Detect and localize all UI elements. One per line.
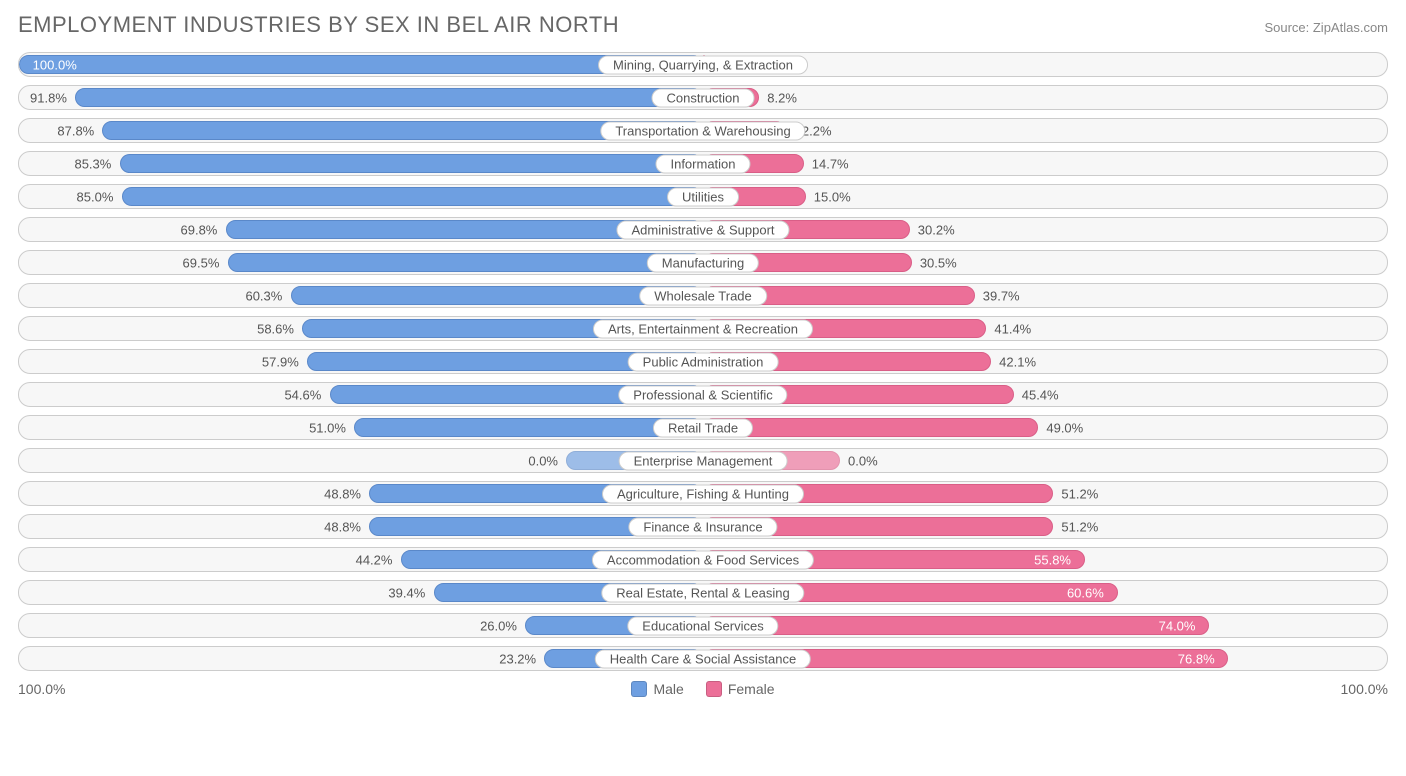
chart-row: Mining, Quarrying, & Extraction100.0%0.0… <box>18 52 1388 77</box>
female-pct-label: 14.7% <box>812 156 849 171</box>
category-label: Arts, Entertainment & Recreation <box>593 319 813 338</box>
legend-label: Female <box>728 681 775 697</box>
male-pct-label: 58.6% <box>257 321 294 336</box>
male-pct-label: 39.4% <box>388 585 425 600</box>
chart-row: Utilities 85.0% 15.0% <box>18 184 1388 209</box>
bar-male <box>120 154 703 173</box>
female-pct-label: 30.5% <box>920 255 957 270</box>
male-pct-label: 85.3% <box>74 156 111 171</box>
chart-row: Educational Services 26.0% 74.0% <box>18 613 1388 638</box>
chart-title: EMPLOYMENT INDUSTRIES BY SEX IN BEL AIR … <box>18 12 619 38</box>
bar-female <box>703 418 1038 437</box>
female-pct-label: 60.6% <box>1067 585 1104 600</box>
chart-row: Finance & Insurance 48.8% 51.2% <box>18 514 1388 539</box>
male-pct-label: 100.0% <box>33 57 77 72</box>
chart-row: Retail Trade 51.0% 49.0% <box>18 415 1388 440</box>
female-pct-label: 8.2% <box>767 90 797 105</box>
female-swatch-icon <box>706 681 722 697</box>
female-pct-label: 45.4% <box>1022 387 1059 402</box>
bar-female <box>703 616 1209 635</box>
male-pct-label: 85.0% <box>77 189 114 204</box>
male-pct-label: 54.6% <box>284 387 321 402</box>
chart-row: Health Care & Social Assistance 23.2% 76.8… <box>18 646 1388 671</box>
category-label: Transportation & Warehousing <box>600 121 805 140</box>
category-label: Professional & Scientific <box>618 385 787 404</box>
axis-right-label: 100.0% <box>1341 681 1388 697</box>
bar-male <box>122 187 703 206</box>
female-pct-label: 30.2% <box>918 222 955 237</box>
male-swatch-icon <box>631 681 647 697</box>
chart-row: Accommodation & Food Services 44.2% 55.8% <box>18 547 1388 572</box>
chart-row: Professional & Scientific 54.6% 45.4% <box>18 382 1388 407</box>
male-pct-label: 87.8% <box>57 123 94 138</box>
bar-male <box>354 418 703 437</box>
category-label: Real Estate, Rental & Leasing <box>601 583 804 602</box>
category-label: Construction <box>652 88 755 107</box>
female-pct-label: 74.0% <box>1159 618 1196 633</box>
chart-footer: 100.0% Male Female 100.0% <box>18 681 1388 697</box>
legend-label: Male <box>653 681 683 697</box>
chart-row: Enterprise Management 0.0% 0.0% <box>18 448 1388 473</box>
chart-row: Administrative & Support 69.8% 30.2% <box>18 217 1388 242</box>
male-pct-label: 60.3% <box>245 288 282 303</box>
category-label: Enterprise Management <box>619 451 788 470</box>
female-pct-label: 39.7% <box>983 288 1020 303</box>
chart-row: Agriculture, Fishing & Hunting 48.8% 51.2% <box>18 481 1388 506</box>
category-label: Manufacturing <box>647 253 759 272</box>
category-label: Retail Trade <box>653 418 753 437</box>
male-pct-label: 44.2% <box>356 552 393 567</box>
chart-rows: Mining, Quarrying, & Extraction 100.0% 0.0… <box>18 52 1388 671</box>
category-label: Administrative & Support <box>616 220 789 239</box>
bar-male <box>75 88 703 107</box>
female-pct-label: 55.8% <box>1034 552 1071 567</box>
male-pct-label: 57.9% <box>262 354 299 369</box>
chart-row: Information 85.3% 14.7% <box>18 151 1388 176</box>
category-label: Information <box>655 154 750 173</box>
female-pct-label: 51.2% <box>1061 519 1098 534</box>
male-pct-label: 91.8% <box>30 90 67 105</box>
male-pct-label: 48.8% <box>324 519 361 534</box>
category-label: Health Care & Social Assistance <box>595 649 811 668</box>
category-label: Public Administration <box>628 352 779 371</box>
chart-row: Public Administration 57.9% 42.1% <box>18 349 1388 374</box>
male-pct-label: 23.2% <box>499 651 536 666</box>
male-pct-label: 69.8% <box>181 222 218 237</box>
category-label: Agriculture, Fishing & Hunting <box>602 484 804 503</box>
male-pct-label: 51.0% <box>309 420 346 435</box>
category-label: Utilities <box>667 187 739 206</box>
chart-row: Arts, Entertainment & Recreation 58.6% 41.… <box>18 316 1388 341</box>
male-pct-label: 26.0% <box>480 618 517 633</box>
category-label: Educational Services <box>627 616 778 635</box>
chart-row: Real Estate, Rental & Leasing 39.4% 60.6% <box>18 580 1388 605</box>
chart-row: Wholesale Trade 60.3% 39.7% <box>18 283 1388 308</box>
chart-header: EMPLOYMENT INDUSTRIES BY SEX IN BEL AIR … <box>18 12 1388 38</box>
female-pct-label: 76.8% <box>1178 651 1215 666</box>
category-label: Wholesale Trade <box>639 286 767 305</box>
female-pct-label: 0.0% <box>848 453 878 468</box>
legend-item: Male <box>631 681 683 697</box>
category-label: Finance & Insurance <box>628 517 777 536</box>
chart-row: Construction 91.8% 8.2% <box>18 85 1388 110</box>
male-pct-label: 69.5% <box>183 255 220 270</box>
female-pct-label: 42.1% <box>999 354 1036 369</box>
legend-item: Female <box>706 681 775 697</box>
legend: Male Female <box>631 681 774 697</box>
female-pct-label: 49.0% <box>1046 420 1083 435</box>
male-pct-label: 48.8% <box>324 486 361 501</box>
category-label: Mining, Quarrying, & Extraction <box>598 55 808 74</box>
axis-left-label: 100.0% <box>18 681 65 697</box>
bar-male <box>228 253 703 272</box>
male-pct-label: 0.0% <box>528 453 558 468</box>
female-pct-label: 51.2% <box>1061 486 1098 501</box>
female-pct-label: 41.4% <box>994 321 1031 336</box>
category-label: Accommodation & Food Services <box>592 550 814 569</box>
chart-row: Transportation & Warehousing87.8%12.2% <box>18 118 1388 143</box>
chart-row: Manufacturing 69.5% 30.5% <box>18 250 1388 275</box>
chart-source: Source: ZipAtlas.com <box>1264 20 1388 35</box>
female-pct-label: 15.0% <box>814 189 851 204</box>
